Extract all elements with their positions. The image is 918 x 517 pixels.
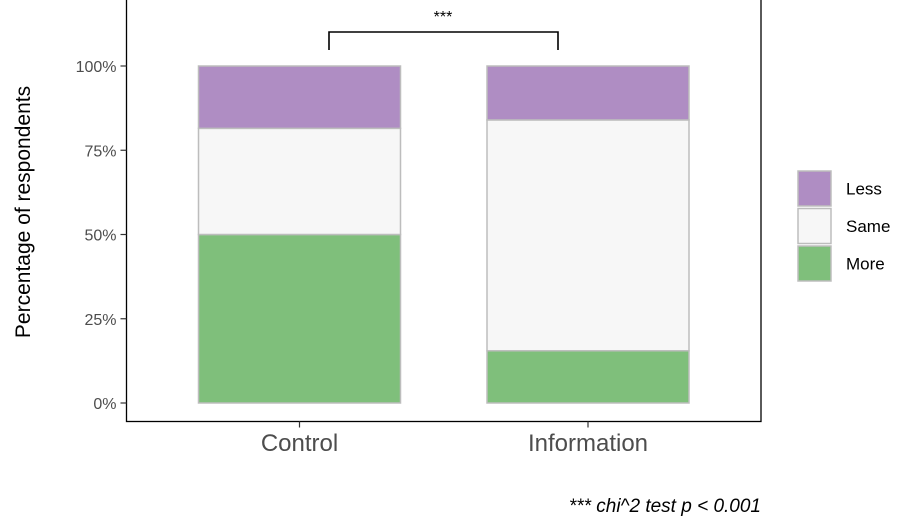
bar-segment-less-information [486, 65, 690, 121]
y-tick-label: 50% [84, 228, 116, 245]
x-tick-label-information: Information [528, 430, 648, 457]
significance-label: *** [434, 9, 453, 26]
x-axis: Control Information [261, 421, 648, 457]
x-tick-label-control: Control [261, 430, 338, 457]
caption: *** chi^2 test p < 0.001 [569, 496, 761, 517]
bar-segment-same-control [197, 127, 402, 236]
significance-bracket: *** [328, 9, 559, 50]
y-tick-label: 100% [76, 59, 117, 76]
y-tick-label: 75% [84, 143, 116, 160]
bar-segment-more-information [486, 350, 690, 404]
y-tick-label: 25% [84, 312, 116, 329]
legend-label-more: More [846, 255, 885, 274]
y-tick-label: 0% [93, 396, 116, 413]
bracket-line [328, 31, 559, 50]
bar-segment-same-information [486, 119, 690, 352]
plot-panel [125, 0, 762, 423]
y-axis-title: Percentage of respondents [12, 86, 35, 338]
legend-label-same: Same [846, 217, 890, 236]
legend-key-less [797, 170, 832, 207]
legend-label-less: Less [846, 180, 882, 199]
bar-segment-more-control [197, 233, 402, 404]
legend-key-same [797, 207, 832, 245]
y-axis: 0% 25% 50% 75% 100% [76, 59, 127, 413]
legend: Less Same More [797, 170, 890, 282]
bar-segment-less-control [197, 65, 402, 130]
legend-key-more [797, 245, 832, 282]
bars [197, 65, 690, 404]
